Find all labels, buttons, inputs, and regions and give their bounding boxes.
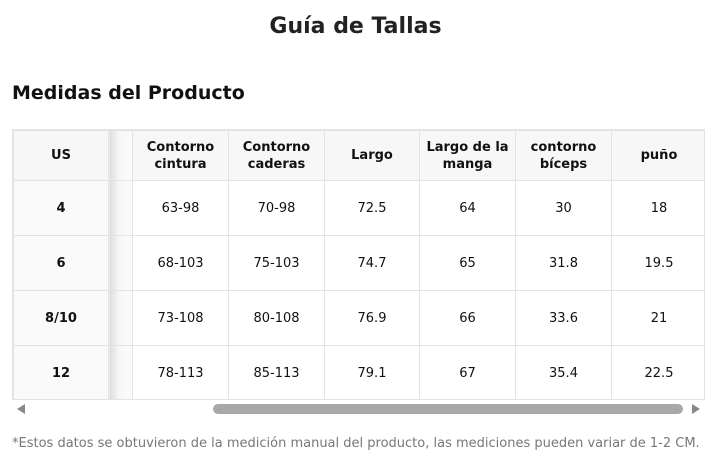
table-cell: 18	[611, 180, 704, 236]
hidden-column	[108, 290, 133, 346]
table-row: 6 68-103 75-103 74.7 65 31.8 19.5	[13, 235, 704, 291]
row-label: 6	[13, 235, 109, 291]
scroll-right[interactable]	[692, 404, 700, 414]
table-cell: 22.5	[611, 345, 704, 399]
hidden-column	[108, 345, 133, 399]
row-label: 12	[13, 345, 109, 399]
table-row: 12 78-113 85-113 79.1 67 35.4 22.5	[13, 345, 704, 399]
table-cell: 21	[611, 290, 704, 346]
table-cell: 65	[419, 235, 516, 291]
scroll-thumb[interactable]	[213, 404, 683, 414]
section-title: Medidas del Producto	[12, 82, 245, 104]
table-cell: 78-113	[132, 345, 229, 399]
table-cell: 80-108	[228, 290, 325, 346]
table-scroll-container[interactable]: US Contorno cintura Contorno caderas Largo L…	[12, 129, 705, 400]
table-cell: 73-108	[132, 290, 229, 346]
table-cell: 74.7	[324, 235, 420, 291]
table-cell: 76.9	[324, 290, 420, 346]
scrollbar[interactable]	[12, 402, 705, 416]
column-header: US	[13, 130, 109, 181]
page-title: Guía de Tallas	[269, 14, 442, 39]
table-cell: 70-98	[228, 180, 325, 236]
header-row: US Contorno cintura Contorno caderas Largo L…	[13, 130, 704, 181]
table-cell: 64	[419, 180, 516, 236]
table-cell: 30	[515, 180, 612, 236]
table-cell: 63-98	[132, 180, 229, 236]
table-row: 4 63-98 70-98 72.5 64 30 18	[13, 180, 704, 236]
column-header: Largo de la manga	[419, 130, 516, 181]
table-cell: 75-103	[228, 235, 325, 291]
column-header: Contorno cintura	[132, 130, 229, 181]
table-cell: 31.8	[515, 235, 612, 291]
table-cell: 33.6	[515, 290, 612, 346]
footnote: *Estos datos se obtuvieron de la medició…	[12, 436, 700, 451]
table-cell: 67	[419, 345, 516, 399]
table-cell: 68-103	[132, 235, 229, 291]
table-cell: 19.5	[611, 235, 704, 291]
column-header: Contorno caderas	[228, 130, 325, 181]
column-header: Largo	[324, 130, 420, 181]
table-cell: 85-113	[228, 345, 325, 399]
table-cell: 72.5	[324, 180, 420, 236]
column-header: puño	[611, 130, 704, 181]
size-table: US Contorno cintura Contorno caderas Largo L…	[13, 130, 704, 399]
row-label: 4	[13, 180, 109, 236]
table-cell: 79.1	[324, 345, 420, 399]
row-label: 8/10	[13, 290, 109, 346]
hidden-column	[108, 235, 133, 291]
hidden-column	[108, 180, 133, 236]
table-cell: 35.4	[515, 345, 612, 399]
hidden-column	[108, 130, 133, 181]
column-header: contorno bíceps	[515, 130, 612, 181]
table-row: 8/10 73-108 80-108 76.9 66 33.6 21	[13, 290, 704, 346]
scroll-left[interactable]	[17, 404, 25, 414]
table-cell: 66	[419, 290, 516, 346]
